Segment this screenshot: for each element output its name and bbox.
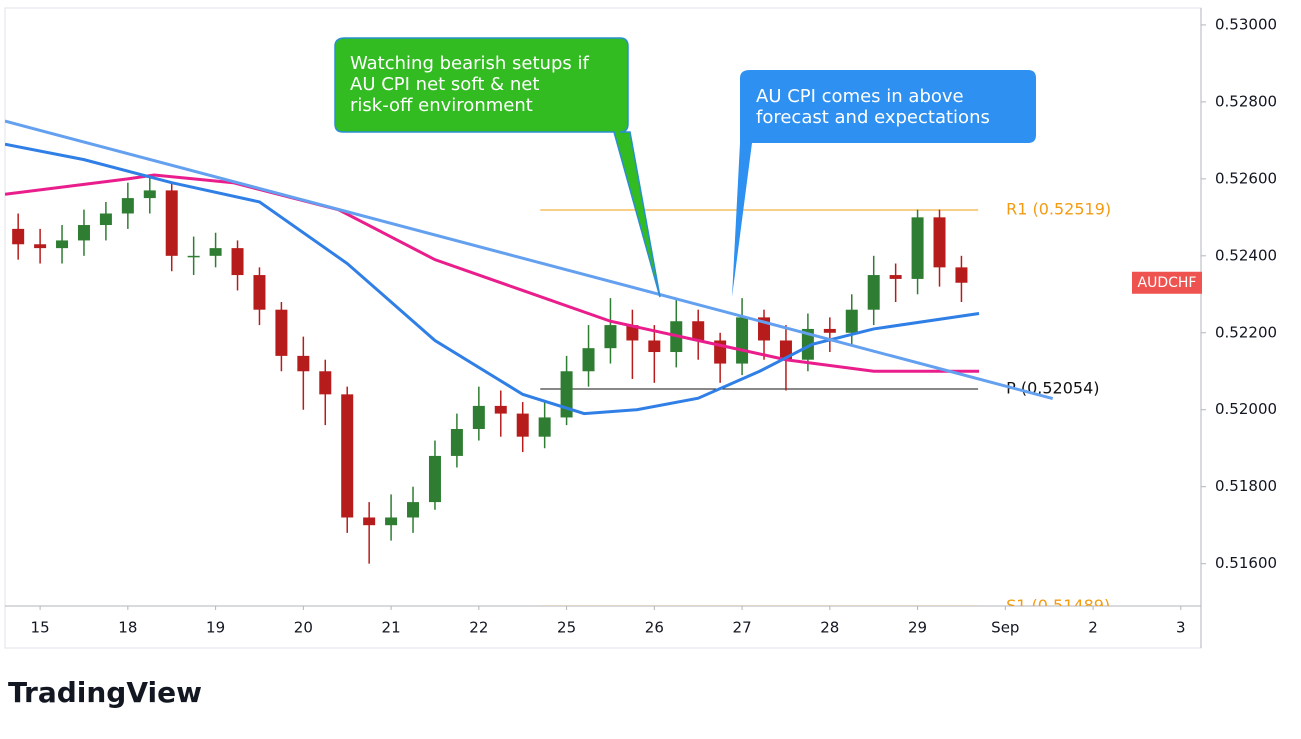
y-tick-label: 0.51800: [1215, 477, 1277, 495]
annotation-text: forecast and expectations: [756, 107, 990, 128]
x-tick-label: 20: [294, 619, 313, 637]
candle-body: [275, 309, 288, 356]
pivot-label: R1 (0.52519): [1006, 200, 1111, 219]
candle-body: [582, 348, 595, 372]
annotation-text: risk-off environment: [350, 95, 533, 116]
candle-body: [516, 413, 529, 437]
candle-body: [77, 225, 90, 241]
candle-body: [187, 255, 200, 258]
x-tick-label: 3: [1176, 619, 1186, 637]
candle-body: [692, 321, 705, 341]
candle-body: [736, 317, 749, 364]
candle-body: [165, 190, 178, 256]
callout-green: [334, 37, 661, 298]
candle-body: [209, 248, 222, 256]
price-tag: AUDCHF: [1138, 275, 1197, 291]
pivot-label: P (0.52054): [1006, 378, 1099, 397]
candle-body: [494, 405, 507, 414]
candle-body: [407, 502, 420, 518]
x-tick-label: 22: [469, 619, 488, 637]
candle-body: [341, 394, 354, 518]
candle-body: [472, 405, 485, 429]
candle-body: [363, 517, 376, 526]
y-tick-label: 0.52600: [1215, 169, 1277, 187]
plot-area: R1 (0.52519) P (0.52054) S1 (0.51489): [5, 119, 1111, 615]
candle-body: [143, 190, 156, 199]
candle-body: [889, 275, 902, 279]
x-tick-label: 21: [382, 619, 401, 637]
x-tick-label: Sep: [991, 619, 1019, 637]
candle-body: [99, 213, 112, 226]
candle-body: [538, 417, 551, 437]
indicator-line: [5, 119, 1054, 401]
candle-body: [801, 328, 814, 360]
callout-blue: [732, 70, 1036, 297]
x-tick-label: 19: [206, 619, 225, 637]
candle-body: [385, 517, 398, 526]
price-tag-bg: [1132, 271, 1202, 294]
x-tick-label: 26: [645, 619, 664, 637]
candle-body: [911, 217, 924, 279]
candle-body: [823, 328, 836, 333]
candle-body: [648, 340, 661, 353]
candle-body: [121, 198, 134, 214]
candle-body: [297, 355, 310, 372]
candle-body: [56, 240, 69, 249]
x-tick-label: 18: [118, 619, 137, 637]
candle-body: [319, 371, 332, 395]
y-tick-label: 0.52200: [1215, 323, 1277, 341]
candle-body: [450, 428, 463, 456]
brand-logo: TradingView: [8, 676, 202, 709]
annotation-text: AU CPI comes in above: [756, 86, 964, 107]
candle-body: [845, 309, 858, 333]
x-tick-label: 25: [557, 619, 576, 637]
y-tick-label: 0.52800: [1215, 92, 1277, 110]
candle-body: [933, 217, 946, 268]
y-tick-label: 0.53000: [1215, 15, 1277, 33]
pivot-label: S1 (0.51489): [1006, 596, 1110, 615]
indicator-line: [5, 142, 980, 416]
candle-body: [34, 244, 47, 249]
x-tick-label: 15: [31, 619, 50, 637]
y-tick-label: 0.52400: [1215, 246, 1277, 264]
y-tick-label: 0.51600: [1215, 554, 1277, 572]
x-tick-label: 27: [733, 619, 752, 637]
candle-body: [604, 325, 617, 349]
candle-body: [231, 248, 244, 276]
x-tick-label: 2: [1088, 619, 1098, 637]
candle-body: [428, 455, 441, 503]
candle-body: [955, 267, 968, 283]
candle-body: [867, 275, 880, 310]
x-tick-label: 29: [908, 619, 927, 637]
annotation-text: AU CPI net soft & net: [350, 74, 539, 95]
y-tick-label: 0.52000: [1215, 400, 1277, 418]
candle-body: [253, 275, 266, 310]
x-tick-label: 28: [820, 619, 839, 637]
candle-body: [12, 228, 25, 245]
candle-body: [626, 325, 639, 341]
annotation-text: Watching bearish setups if: [350, 53, 589, 74]
